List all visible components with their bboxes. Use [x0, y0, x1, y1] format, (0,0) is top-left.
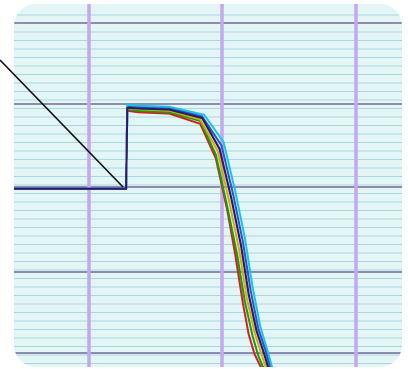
callout-line — [0, 59, 124, 188]
major-gridlines — [14, 4, 402, 367]
minor-gridlines — [14, 14, 402, 364]
plot-area — [14, 4, 402, 367]
series-line-7 — [14, 106, 272, 367]
series-group — [14, 103, 275, 367]
series-line-6 — [14, 103, 275, 367]
